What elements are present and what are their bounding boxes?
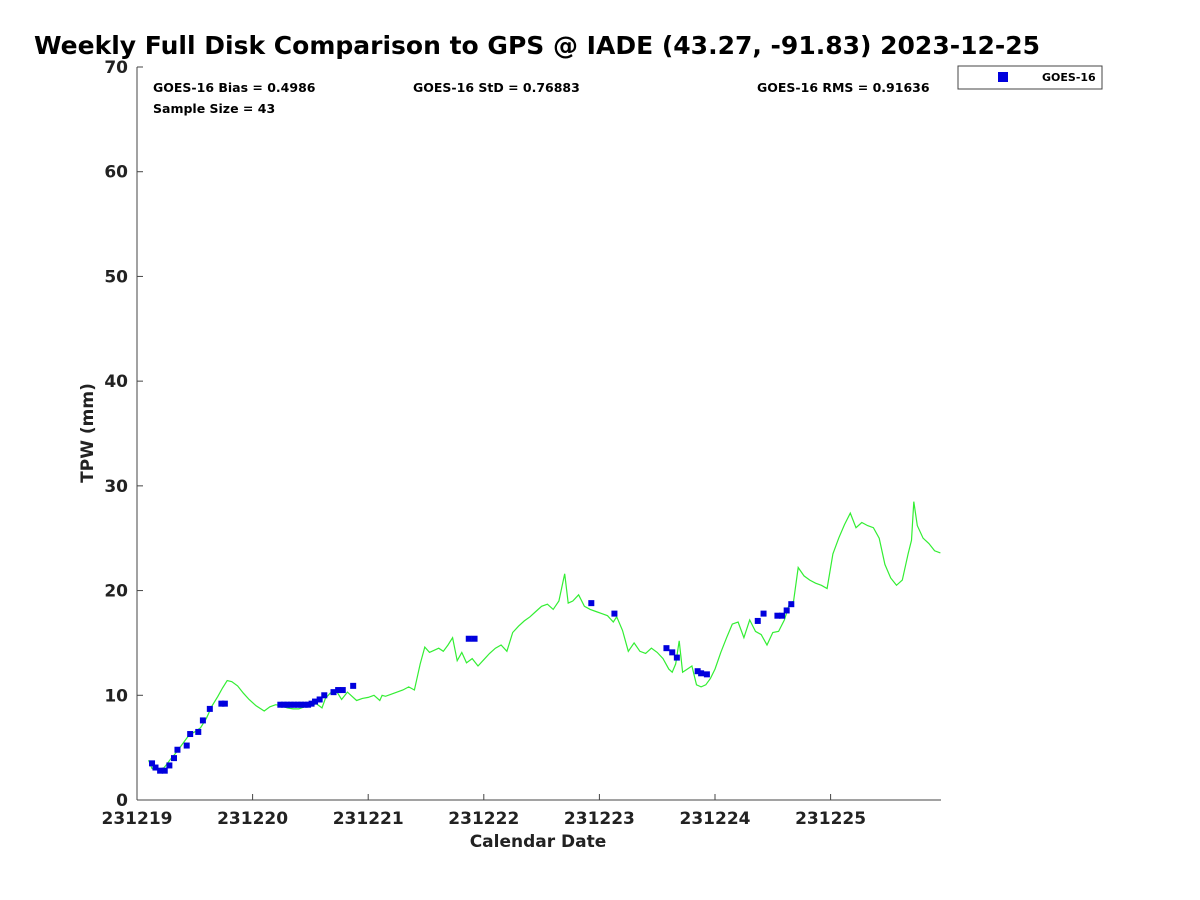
y-tick-label: 70 (104, 58, 128, 78)
goes16-point (350, 682, 357, 689)
goes16-point (588, 600, 595, 607)
goes16-point (703, 671, 710, 678)
goes16-point (308, 700, 315, 707)
goes16-point (284, 701, 291, 708)
goes16-point (291, 701, 298, 708)
goes16-point (694, 668, 701, 675)
x-tick-label: 231221 (333, 809, 404, 829)
x-axis-label: Calendar Date (470, 832, 607, 852)
goes16-point (287, 701, 294, 708)
goes16-point (673, 654, 680, 661)
goes16-point (663, 645, 670, 652)
goes16-point (669, 649, 676, 656)
goes16-point (277, 701, 284, 708)
goes16-point (157, 767, 164, 774)
goes16-point (280, 701, 287, 708)
plot-area (137, 67, 941, 800)
goes16-point (760, 610, 767, 617)
std-stat: GOES-16 StD = 0.76883 (413, 80, 580, 95)
goes16-point (199, 717, 206, 724)
y-axis-label: TPW (mm) (78, 383, 98, 483)
y-tick-label: 20 (104, 582, 128, 602)
legend-box (957, 65, 1103, 90)
goes16-point (187, 731, 194, 738)
goes16-point (152, 764, 159, 771)
goes16-point (774, 612, 781, 619)
goes16-point (149, 760, 156, 767)
goes16-point (465, 635, 472, 642)
y-tick-label: 10 (104, 686, 128, 706)
y-tick-label: 30 (104, 477, 128, 497)
goes16-point (335, 687, 342, 694)
chart-title: Weekly Full Disk Comparison to GPS @ IAD… (34, 31, 1040, 60)
x-ticks: 231219 231220 231221 231222 231223 231224 2312… (102, 794, 866, 829)
y-tick-label: 0 (116, 791, 128, 811)
goes16-point (170, 755, 177, 762)
x-tick-label: 231225 (795, 809, 866, 829)
series-layer (148, 501, 941, 774)
legend: GOES-16 (957, 65, 1103, 90)
goes16-point (166, 762, 173, 769)
legend-label-goes16: GOES-16 (1042, 71, 1096, 84)
x-tick-label: 231224 (680, 809, 751, 829)
goes16-point (471, 635, 478, 642)
sample-size-stat: Sample Size = 43 (153, 101, 275, 116)
goes16-point (183, 742, 190, 749)
goes16-point (783, 607, 790, 614)
goes16-point (611, 610, 618, 617)
legend-marker-goes16 (998, 72, 1008, 82)
goes16-point (294, 701, 301, 708)
goes16-point (206, 705, 213, 712)
y-tick-label: 50 (104, 267, 128, 287)
goes16-point (161, 767, 168, 774)
goes16-point (305, 701, 312, 708)
bias-stat: GOES-16 Bias = 0.4986 (153, 80, 316, 95)
y-tick-label: 40 (104, 372, 128, 392)
goes16-point (195, 728, 202, 735)
goes16-point (221, 700, 228, 707)
goes16-point (301, 701, 308, 708)
goes16-point (330, 689, 337, 696)
y-tick-label: 60 (104, 163, 128, 183)
x-tick-label: 231220 (217, 809, 288, 829)
x-tick-label: 231223 (564, 809, 635, 829)
goes16-point (779, 612, 786, 619)
rms-stat: GOES-16 RMS = 0.91636 (757, 80, 930, 95)
goes16-point (316, 696, 323, 703)
goes16-point (339, 687, 346, 694)
goes16-point (174, 746, 181, 753)
goes16-point (218, 700, 225, 707)
series-line-gps (148, 501, 941, 772)
goes16-point (321, 692, 328, 699)
x-tick-label: 231219 (102, 809, 173, 829)
goes16-point (298, 701, 305, 708)
goes16-point (754, 617, 761, 624)
goes16-point (312, 698, 319, 705)
y-ticks: 0 10 20 30 40 50 60 70 (104, 58, 143, 811)
goes16-point (788, 601, 795, 608)
x-tick-label: 231222 (448, 809, 519, 829)
goes16-point (698, 670, 705, 677)
